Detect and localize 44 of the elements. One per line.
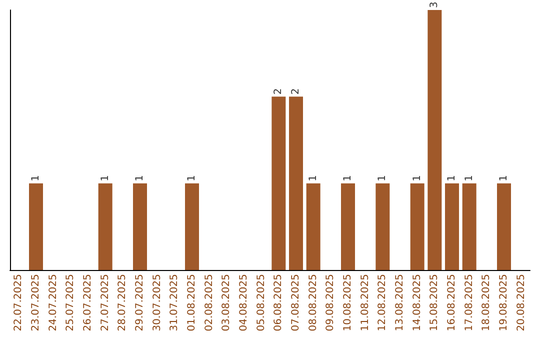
data-label: 2 bbox=[273, 88, 284, 95]
x-tick-label: 13.08.2025 bbox=[394, 274, 406, 332]
x-tick-label: 05.08.2025 bbox=[256, 274, 267, 332]
x-tick-label: 29.07.2025 bbox=[134, 274, 146, 332]
data-label: 1 bbox=[446, 174, 458, 182]
x-tick-label: 01.08.2025 bbox=[186, 274, 198, 332]
x-tick-label: 23.07.2025 bbox=[30, 274, 42, 332]
x-tick-label: 09.08.2025 bbox=[325, 274, 336, 332]
x-tick-label: 16.08.2025 bbox=[446, 274, 458, 332]
x-tick-label: 14.08.2025 bbox=[412, 274, 423, 332]
x-tick-label: 30.07.2025 bbox=[152, 274, 163, 332]
data-label: 1 bbox=[134, 174, 146, 182]
x-tick-label: 08.08.2025 bbox=[308, 274, 319, 332]
data-label: 1 bbox=[412, 174, 423, 182]
x-tick-label: 25.07.2025 bbox=[65, 274, 76, 332]
data-label: 1 bbox=[186, 174, 198, 182]
x-tick-label: 26.07.2025 bbox=[82, 274, 94, 332]
x-tick-label: 28.07.2025 bbox=[117, 274, 128, 332]
data-label: 3 bbox=[429, 2, 440, 8]
x-tick-label: 03.08.2025 bbox=[221, 274, 232, 332]
data-label: 1 bbox=[308, 174, 319, 182]
x-tick-label: 17.08.2025 bbox=[464, 274, 475, 332]
x-tick-label: 31.07.2025 bbox=[169, 274, 180, 332]
x-tick-label: 11.08.2025 bbox=[360, 274, 371, 332]
data-label: 1 bbox=[342, 174, 354, 182]
data-label: 1 bbox=[377, 174, 388, 182]
x-tick-label: 22.07.2025 bbox=[13, 274, 24, 332]
x-tick-label: 10.08.2025 bbox=[342, 274, 354, 332]
data-label: 2 bbox=[290, 88, 302, 95]
x-tick-label: 27.07.2025 bbox=[100, 274, 111, 332]
x-tick-label: 18.08.2025 bbox=[481, 274, 492, 332]
data-label: 1 bbox=[464, 174, 475, 182]
x-tick-label: 07.08.2025 bbox=[290, 274, 302, 332]
x-tick-label: 20.08.2025 bbox=[516, 274, 527, 332]
x-tick-label: 04.08.2025 bbox=[238, 274, 250, 332]
x-tick-label: 19.08.2025 bbox=[498, 274, 510, 332]
x-tick-label: 12.08.2025 bbox=[377, 274, 388, 332]
x-tick-label: 24.07.2025 bbox=[48, 274, 59, 332]
data-label: 1 bbox=[498, 174, 510, 182]
x-tick-label: 06.08.2025 bbox=[273, 274, 284, 332]
x-tick-label: 15.08.2025 bbox=[429, 274, 440, 332]
x-tick-label: 02.08.2025 bbox=[204, 274, 215, 332]
data-label: 1 bbox=[30, 174, 42, 182]
data-label: 1 bbox=[100, 174, 111, 182]
